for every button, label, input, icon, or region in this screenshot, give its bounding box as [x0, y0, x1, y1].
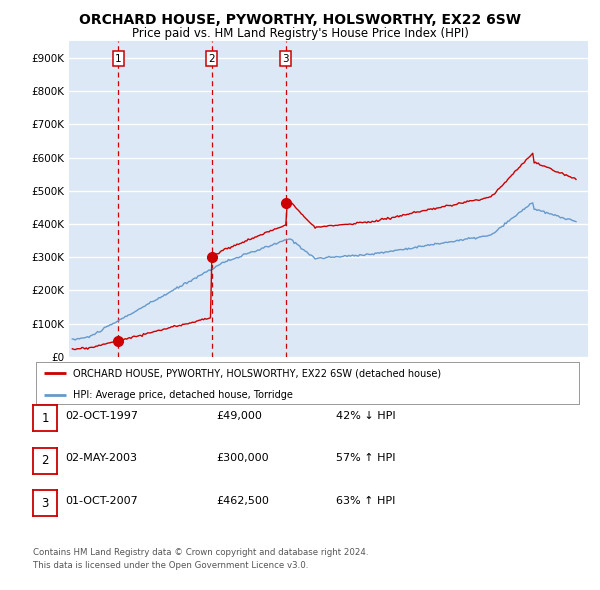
Text: 1: 1 [115, 54, 122, 64]
Text: HPI: Average price, detached house, Torridge: HPI: Average price, detached house, Torr… [73, 390, 293, 400]
Text: 02-MAY-2003: 02-MAY-2003 [65, 454, 137, 463]
Text: 3: 3 [283, 54, 289, 64]
Text: Contains HM Land Registry data © Crown copyright and database right 2024.
This d: Contains HM Land Registry data © Crown c… [33, 548, 368, 569]
Text: £49,000: £49,000 [216, 411, 262, 421]
Text: 2: 2 [208, 54, 215, 64]
Text: 2: 2 [41, 454, 49, 467]
Text: Price paid vs. HM Land Registry's House Price Index (HPI): Price paid vs. HM Land Registry's House … [131, 27, 469, 40]
Text: 63% ↑ HPI: 63% ↑ HPI [336, 496, 395, 506]
Text: £462,500: £462,500 [216, 496, 269, 506]
Text: 57% ↑ HPI: 57% ↑ HPI [336, 454, 395, 463]
Text: 01-OCT-2007: 01-OCT-2007 [65, 496, 137, 506]
Text: ORCHARD HOUSE, PYWORTHY, HOLSWORTHY, EX22 6SW (detached house): ORCHARD HOUSE, PYWORTHY, HOLSWORTHY, EX2… [73, 368, 441, 378]
Text: 3: 3 [41, 497, 49, 510]
Text: £300,000: £300,000 [216, 454, 269, 463]
Text: 1: 1 [41, 412, 49, 425]
Text: 42% ↓ HPI: 42% ↓ HPI [336, 411, 395, 421]
Text: 02-OCT-1997: 02-OCT-1997 [65, 411, 138, 421]
Text: ORCHARD HOUSE, PYWORTHY, HOLSWORTHY, EX22 6SW: ORCHARD HOUSE, PYWORTHY, HOLSWORTHY, EX2… [79, 13, 521, 27]
